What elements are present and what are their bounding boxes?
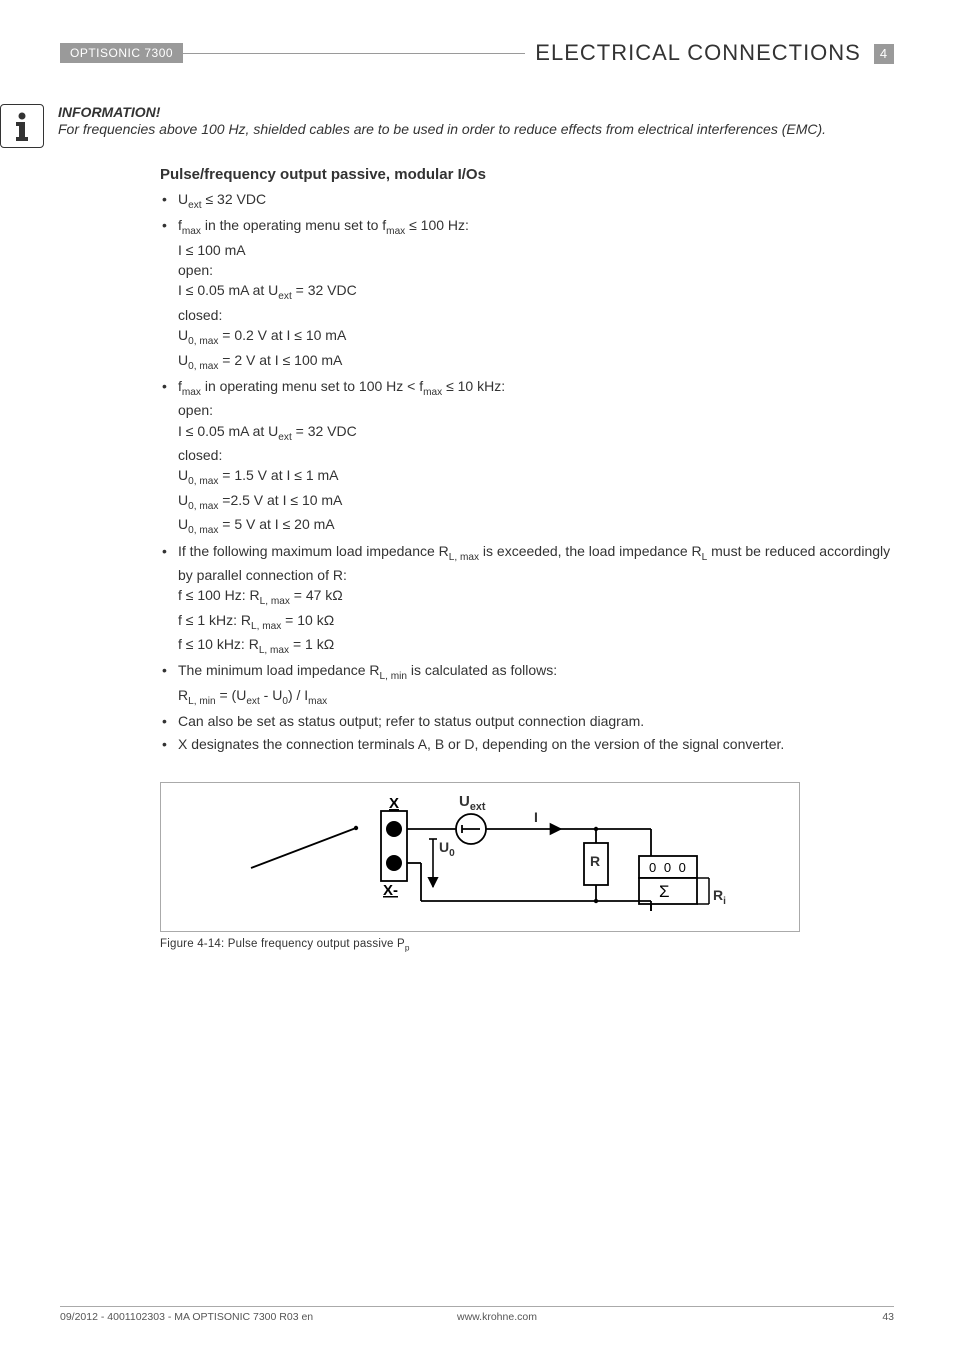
header-divider bbox=[183, 53, 525, 54]
spec-item: If the following maximum load impedance … bbox=[160, 541, 894, 659]
label-uext: Uext bbox=[459, 793, 485, 813]
spec-item: Uext ≤ 32 VDC bbox=[160, 189, 894, 213]
spec-line: fmax in the operating menu set to fmax ≤… bbox=[178, 217, 469, 233]
spec-subline: I ≤ 0.05 mA at Uext = 32 VDC bbox=[178, 280, 894, 304]
section-heading: Pulse/frequency output passive, modular … bbox=[160, 166, 894, 183]
spec-item: fmax in operating menu set to 100 Hz < f… bbox=[160, 376, 894, 539]
label-x: X bbox=[389, 795, 399, 812]
spec-subline: open: bbox=[178, 260, 894, 280]
info-icon bbox=[0, 104, 44, 148]
footer-left: 09/2012 - 4001102303 - MA OPTISONIC 7300… bbox=[60, 1311, 457, 1323]
spec-line: If the following maximum load impedance … bbox=[178, 543, 890, 583]
section-title-text: ELECTRICAL CONNECTIONS bbox=[535, 40, 861, 65]
spec-item: The minimum load impedance RL, min is ca… bbox=[160, 660, 894, 709]
spec-subline: RL, min = (Uext - U0) / Imax bbox=[178, 685, 894, 709]
info-heading: INFORMATION! bbox=[58, 104, 894, 120]
spec-subline: f ≤ 100 Hz: RL, max = 47 kΩ bbox=[178, 585, 894, 609]
label-r: R bbox=[590, 853, 600, 869]
label-counter: 0 0 0 bbox=[649, 860, 688, 875]
page-header: OPTISONIC 7300 ELECTRICAL CONNECTIONS 4 bbox=[60, 40, 894, 66]
label-sigma: Σ bbox=[659, 882, 670, 901]
spec-item: fmax in the operating menu set to fmax ≤… bbox=[160, 215, 894, 374]
product-name: OPTISONIC 7300 bbox=[60, 43, 183, 63]
spec-subline: U0, max = 5 V at I ≤ 20 mA bbox=[178, 514, 894, 538]
spec-line: fmax in operating menu set to 100 Hz < f… bbox=[178, 378, 505, 394]
figure-caption: Figure 4-14: Pulse frequency output pass… bbox=[160, 938, 894, 952]
spec-subline: U0, max = 2 V at I ≤ 100 mA bbox=[178, 350, 894, 374]
info-body: For frequencies above 100 Hz, shielded c… bbox=[58, 120, 894, 139]
spec-subline: I ≤ 0.05 mA at Uext = 32 VDC bbox=[178, 421, 894, 445]
label-ri: Ri bbox=[713, 887, 726, 907]
spec-subline: closed: bbox=[178, 445, 894, 465]
footer-page: 43 bbox=[854, 1311, 894, 1323]
footer-mid: www.krohne.com bbox=[457, 1311, 854, 1323]
page-footer: 09/2012 - 4001102303 - MA OPTISONIC 7300… bbox=[60, 1306, 894, 1323]
spec-subline: U0, max = 0.2 V at I ≤ 10 mA bbox=[178, 325, 894, 349]
spec-subline: open: bbox=[178, 400, 894, 420]
spec-list: Uext ≤ 32 VDC fmax in the operating menu… bbox=[160, 189, 894, 754]
label-u0: U0 bbox=[439, 839, 455, 859]
spec-subline: closed: bbox=[178, 305, 894, 325]
spec-item: Can also be set as status output; refer … bbox=[160, 711, 894, 731]
information-callout: INFORMATION! For frequencies above 100 H… bbox=[0, 104, 894, 148]
chapter-badge: 4 bbox=[874, 44, 894, 64]
spec-subline: U0, max = 1.5 V at I ≤ 1 mA bbox=[178, 465, 894, 489]
label-x-minus: X- bbox=[383, 882, 398, 899]
spec-subline: f ≤ 10 kHz: RL, max = 1 kΩ bbox=[178, 634, 894, 658]
spec-subline: U0, max =2.5 V at I ≤ 10 mA bbox=[178, 490, 894, 514]
spec-subline: f ≤ 1 kHz: RL, max = 10 kΩ bbox=[178, 610, 894, 634]
circuit-figure: X X- 0 0 0 bbox=[160, 782, 800, 932]
spec-subline: I ≤ 100 mA bbox=[178, 240, 894, 260]
spec-line: The minimum load impedance RL, min is ca… bbox=[178, 662, 557, 678]
section-title: ELECTRICAL CONNECTIONS 4 bbox=[535, 40, 894, 66]
spec-item: X designates the connection terminals A,… bbox=[160, 734, 894, 754]
label-i: I bbox=[534, 809, 538, 825]
